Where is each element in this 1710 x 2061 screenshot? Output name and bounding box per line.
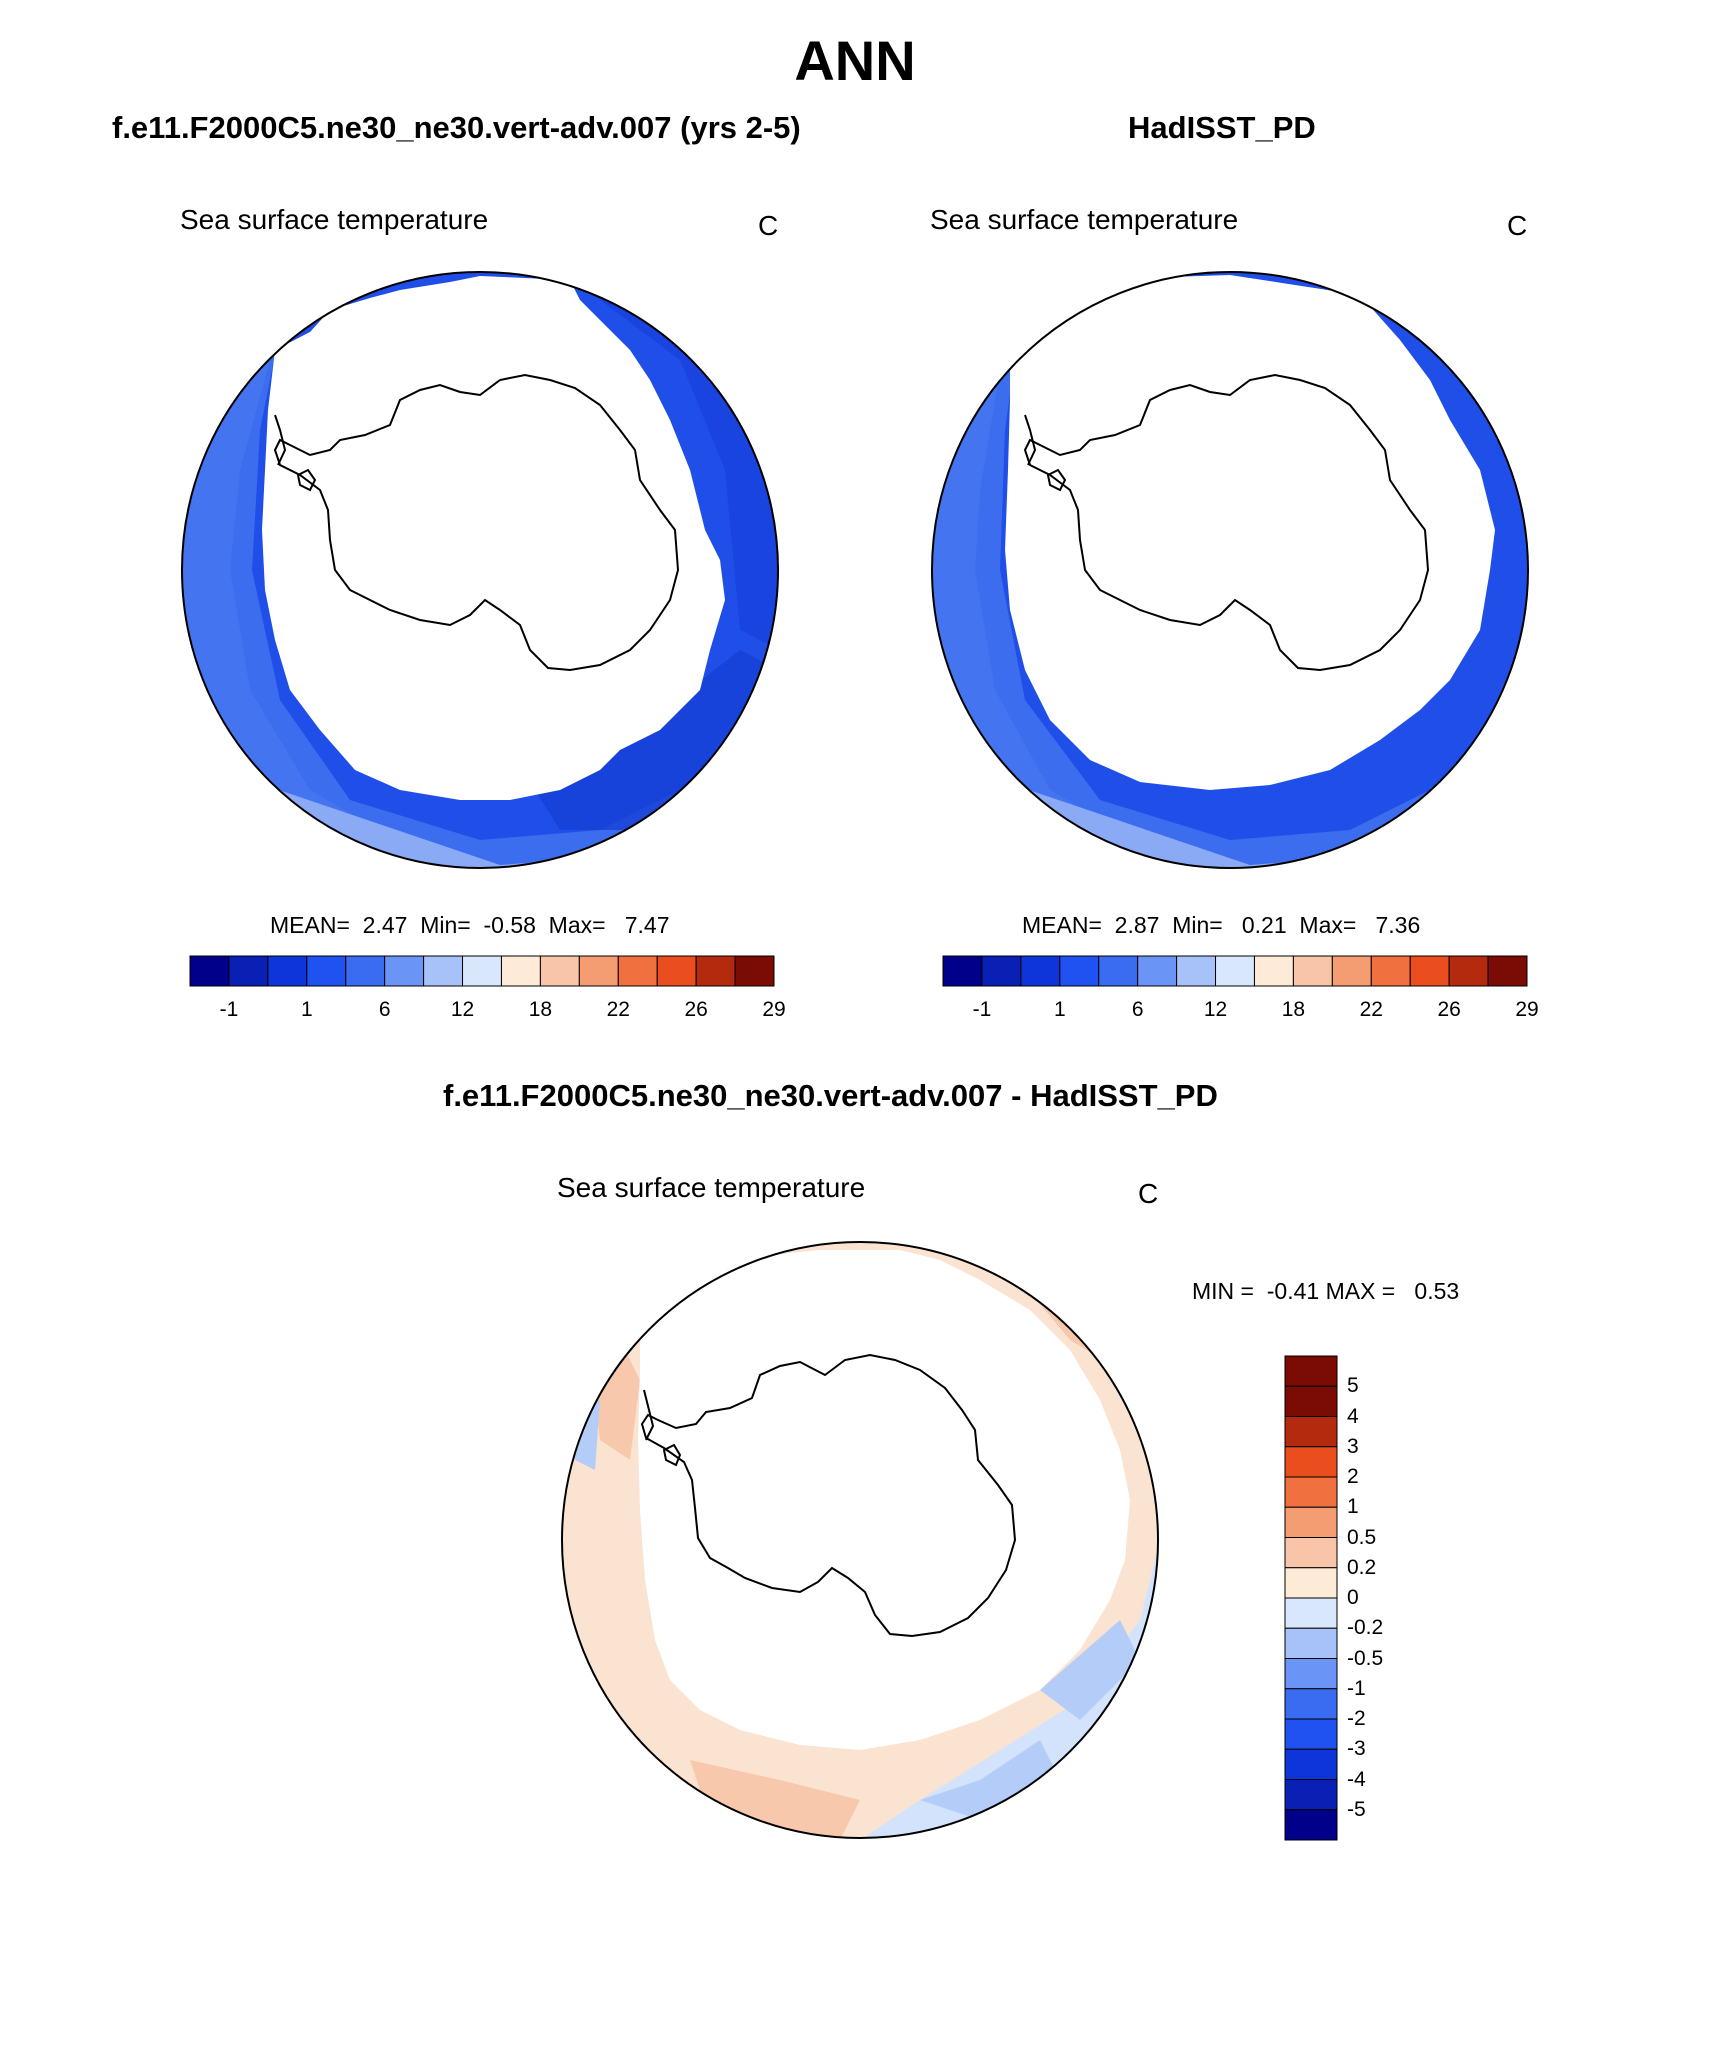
panel-1-variable-label: Sea surface temperature [180, 204, 489, 235]
colorbar-tick-label: 26 [684, 998, 708, 1021]
colorbar-swatch [1370, 955, 1411, 987]
colorbar-swatch [656, 955, 697, 987]
colorbar-tick-label: -2 [1347, 1707, 1366, 1730]
colorbar-swatch [617, 955, 658, 987]
diff-panel-map [561, 1241, 1159, 1839]
colorbar-swatch [1176, 955, 1217, 987]
page-title: ANN [794, 29, 916, 92]
colorbar-swatch [1284, 1748, 1338, 1780]
colorbar-tick-label: -3 [1347, 1737, 1366, 1761]
colorbar-tick-label: -5 [1347, 1797, 1366, 1821]
colorbar-tick-label: 0 [1347, 1586, 1359, 1609]
colorbar-tick-label: -1 [1347, 1676, 1366, 1700]
antarctica-coastline [273, 373, 680, 672]
colorbar-swatch [1284, 1597, 1338, 1629]
colorbar-swatch [1284, 1385, 1338, 1417]
panel-2-map [931, 271, 1529, 869]
colorbar-swatch [695, 955, 736, 987]
colorbar-tick-label: -1 [219, 998, 239, 1021]
colorbar-tick-label: 1 [1053, 998, 1066, 1021]
diff-panel-stats: MIN = -0.41 MAX = 0.53 [1192, 1278, 1460, 1304]
panel-1-colorbar [189, 955, 775, 987]
colorbar-swatch [423, 955, 464, 987]
antarctica-coastline [640, 1353, 1017, 1638]
colorbar-swatch [1284, 1627, 1338, 1659]
colorbar-swatch [942, 955, 983, 987]
colorbar-swatch [1284, 1506, 1338, 1538]
colorbar-tick-label: 6 [1131, 998, 1144, 1021]
colorbar-swatch [539, 955, 580, 987]
colorbar-swatch [306, 955, 347, 987]
colorbar-swatch [1284, 1567, 1338, 1599]
colorbar-swatch [462, 955, 502, 987]
colorbar-tick-label: 26 [1437, 998, 1461, 1021]
colorbar-swatch [981, 955, 1022, 987]
diff-colorbar [1284, 1355, 1338, 1841]
colorbar-swatch [1020, 955, 1061, 987]
colorbar-swatch [1098, 955, 1139, 987]
colorbar-swatch [1292, 955, 1333, 987]
panel-1-units: C [758, 210, 779, 241]
colorbar-swatch [1284, 1416, 1338, 1448]
panel-1-title: f.e11.F2000C5.ne30_ne30.vert-adv.007 (yr… [112, 110, 801, 145]
colorbar-tick-label: -0.5 [1347, 1646, 1384, 1670]
colorbar-swatch [384, 955, 425, 987]
antarctica-coastline [1023, 373, 1430, 672]
diff-panel-variable-label: Sea surface temperature [557, 1172, 866, 1203]
colorbar-tick-label: 0.2 [1347, 1555, 1377, 1579]
panel-2-title: HadISST_PD [1128, 110, 1316, 145]
colorbar-tick-label: 18 [528, 998, 553, 1021]
colorbar-swatch [1253, 955, 1294, 987]
colorbar-swatch [1059, 955, 1100, 987]
colorbar-tick-label: 29 [762, 998, 786, 1021]
colorbar-tick-label: 3 [1347, 1434, 1359, 1458]
colorbar-swatch [345, 955, 386, 987]
colorbar-swatch [1448, 955, 1489, 987]
colorbar-tick-label: 5 [1347, 1374, 1359, 1398]
colorbar-swatch [228, 955, 269, 987]
colorbar-swatch [734, 955, 775, 987]
colorbar-tick-label: 22 [1359, 998, 1383, 1021]
colorbar-tick-label: 29 [1515, 998, 1539, 1021]
colorbar-swatch [500, 955, 541, 987]
colorbar-tick-label: -0.2 [1347, 1616, 1384, 1640]
colorbar-swatch [1284, 1537, 1338, 1569]
colorbar-swatch [1284, 1688, 1338, 1720]
colorbar-swatch [1284, 1355, 1338, 1387]
panel-2-units: C [1507, 210, 1528, 241]
colorbar-swatch [1284, 1779, 1338, 1811]
colorbar-swatch [267, 955, 308, 987]
colorbar-swatch [1284, 1446, 1338, 1478]
diff-panel-title: f.e11.F2000C5.ne30_ne30.vert-adv.007 - H… [443, 1078, 1218, 1113]
colorbar-swatch [578, 955, 619, 987]
colorbar-tick-label: 18 [1281, 998, 1306, 1021]
colorbar-tick-label: -4 [1347, 1767, 1366, 1791]
colorbar-swatch [1331, 955, 1372, 987]
colorbar-tick-label: 12 [450, 998, 475, 1021]
panel-2-variable-label: Sea surface temperature [930, 204, 1239, 235]
colorbar-tick-label: 0.5 [1347, 1525, 1377, 1549]
diff-panel-units: C [1138, 1178, 1159, 1209]
colorbar-swatch [1284, 1809, 1338, 1841]
colorbar-tick-label: 22 [606, 998, 630, 1021]
colorbar-swatch [1284, 1476, 1338, 1508]
panel-1-stats: MEAN= 2.47 Min= -0.58 Max= 7.47 [270, 912, 670, 938]
colorbar-swatch [1137, 955, 1178, 987]
panel-1-map [181, 271, 779, 869]
panel-2-colorbar [942, 955, 1528, 987]
colorbar-tick-label: 12 [1203, 998, 1228, 1021]
colorbar-tick-label: 6 [378, 998, 391, 1021]
colorbar-swatch [1284, 1658, 1338, 1690]
colorbar-swatch [1487, 955, 1528, 987]
colorbar-tick-label: -1 [972, 998, 992, 1021]
colorbar-swatch [1409, 955, 1450, 987]
colorbar-swatch [1215, 955, 1255, 987]
colorbar-tick-label: 1 [1347, 1495, 1359, 1519]
colorbar-tick-label: 4 [1347, 1404, 1359, 1428]
colorbar-tick-label: 2 [1347, 1465, 1359, 1488]
panel-2-stats: MEAN= 2.87 Min= 0.21 Max= 7.36 [1022, 912, 1421, 938]
colorbar-swatch [1284, 1718, 1338, 1750]
colorbar-swatch [189, 955, 230, 987]
colorbar-tick-label: 1 [300, 998, 313, 1021]
